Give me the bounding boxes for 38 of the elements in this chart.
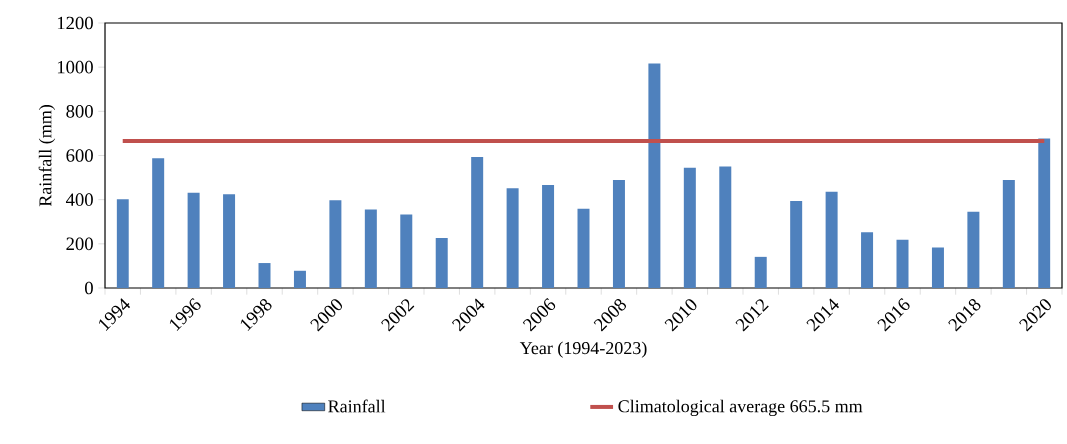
bar: [435, 238, 448, 288]
bar: [825, 191, 838, 288]
y-tick-label: 800: [66, 105, 93, 118]
y-tick-label: 600: [66, 149, 93, 162]
bar: [931, 247, 944, 288]
bar: [400, 214, 413, 288]
bar: [612, 180, 625, 288]
bar: [471, 157, 484, 288]
legend-label: Rainfall: [328, 399, 386, 413]
bar: [1002, 180, 1015, 288]
bar: [116, 199, 129, 288]
bar: [542, 185, 555, 288]
bar: [152, 158, 165, 288]
bar: [754, 256, 767, 288]
bar: [223, 194, 236, 288]
bar: [187, 192, 200, 288]
bar: [506, 188, 519, 288]
bar: [719, 166, 732, 288]
y-tick-label: 1200: [57, 16, 93, 30]
bar: [293, 270, 306, 288]
bar: [648, 63, 661, 288]
y-axis-title: Rainfall (mm): [38, 105, 56, 207]
bar: [577, 208, 590, 288]
bar: [683, 167, 696, 288]
bar: [329, 200, 342, 288]
bar: [967, 211, 980, 288]
y-tick-label: 0: [85, 281, 93, 295]
legend-label: Climatological average 665.5 mm: [618, 399, 863, 417]
bar: [896, 239, 909, 288]
y-tick-label: 200: [66, 237, 93, 251]
bar: [861, 232, 874, 288]
bar: [258, 263, 271, 288]
y-tick-label: 400: [65, 193, 93, 206]
bar: [1038, 138, 1051, 288]
bar: [790, 200, 803, 288]
bar: [364, 209, 377, 288]
y-tick-label: 1000: [57, 60, 93, 74]
x-axis-title: Year (1994-2023): [519, 341, 647, 358]
